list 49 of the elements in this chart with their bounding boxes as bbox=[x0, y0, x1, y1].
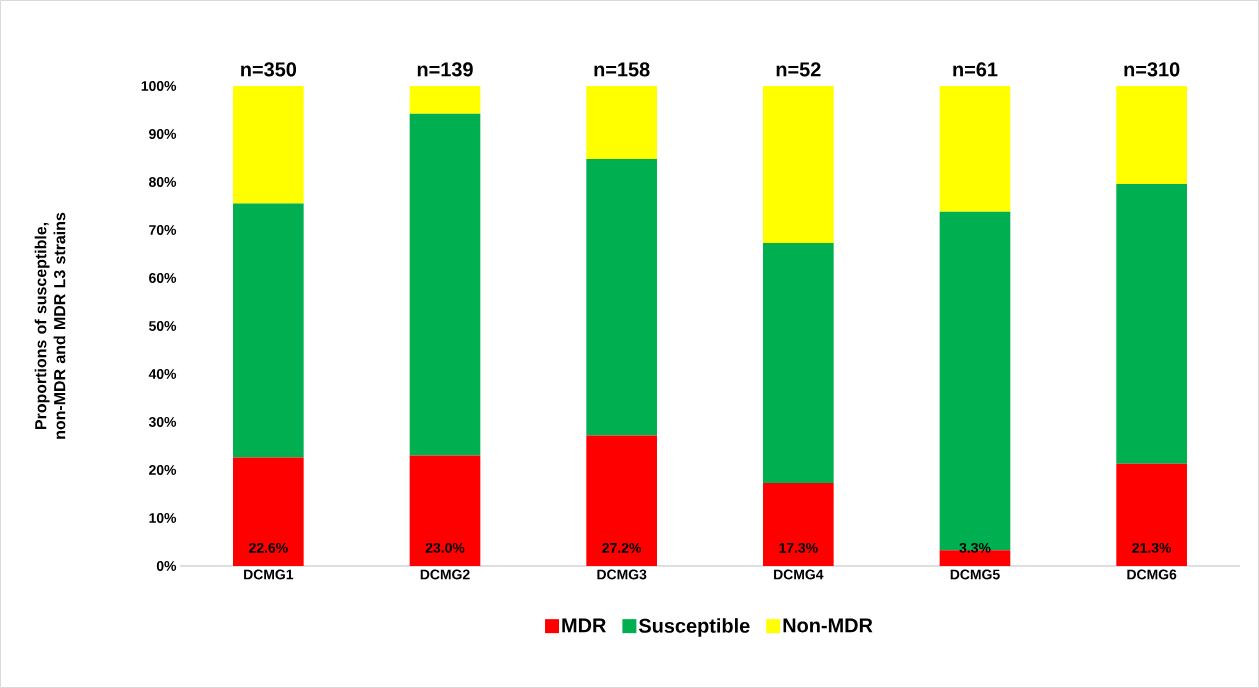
bar bbox=[409, 455, 481, 566]
y-tick-label: 40% bbox=[148, 369, 177, 379]
y-tick-label: 80% bbox=[149, 177, 177, 187]
x-tick-label: DCMG2 bbox=[420, 569, 470, 580]
y-tick-label: 10% bbox=[149, 513, 177, 523]
text: n=52 bbox=[776, 62, 821, 77]
x-tick-label: DCMG1 bbox=[244, 569, 294, 580]
bar bbox=[1116, 183, 1187, 464]
data-label: 22.6% bbox=[249, 542, 288, 553]
bar bbox=[586, 435, 657, 566]
bar bbox=[1116, 85, 1187, 184]
bar bbox=[233, 203, 304, 458]
bar bbox=[233, 457, 304, 566]
y-tick-label: 30% bbox=[148, 417, 177, 427]
text: n=350 bbox=[241, 62, 297, 77]
legend-label: MDR bbox=[562, 618, 606, 633]
bar bbox=[939, 211, 1011, 551]
bar bbox=[409, 113, 481, 456]
data-label: 21.3% bbox=[1132, 542, 1172, 553]
bar bbox=[586, 158, 657, 436]
y-tick-label: 70% bbox=[149, 225, 177, 235]
y-tick-label: 50% bbox=[149, 321, 177, 331]
y-tick-label: 60% bbox=[149, 273, 177, 283]
x-tick-label: DCMG3 bbox=[597, 569, 647, 580]
bar bbox=[762, 482, 834, 566]
x-tick-label: DCMG4 bbox=[774, 569, 824, 580]
bar bbox=[233, 85, 304, 204]
bar bbox=[762, 242, 834, 483]
text: n=61 bbox=[953, 62, 998, 77]
legend-label: Non-MDR bbox=[783, 618, 873, 633]
legend-label: Susceptible bbox=[638, 618, 750, 637]
bar bbox=[586, 85, 657, 159]
data-label: 17.3% bbox=[779, 542, 818, 553]
y-tick-label: 90% bbox=[149, 129, 177, 139]
y-tick-label: 100% bbox=[141, 81, 177, 91]
text: n=139 bbox=[417, 62, 473, 77]
x-tick-label: DCMG5 bbox=[950, 569, 1000, 580]
text: n=310 bbox=[1124, 62, 1180, 77]
data-label: 27.2% bbox=[602, 542, 642, 553]
y-axis-title: Proportions of susceptible, non-MDR and MDR L3 strains bbox=[34, 212, 66, 439]
x-tick-label: DCMG6 bbox=[1127, 569, 1177, 580]
data-label: 23.0% bbox=[425, 542, 465, 553]
bar bbox=[409, 85, 481, 114]
bar bbox=[1116, 463, 1187, 566]
y-tick-label: 0% bbox=[156, 561, 177, 571]
y-tick-label: 20% bbox=[149, 465, 177, 475]
bar bbox=[762, 85, 834, 243]
text: n=158 bbox=[594, 62, 650, 77]
bar bbox=[939, 85, 1011, 212]
